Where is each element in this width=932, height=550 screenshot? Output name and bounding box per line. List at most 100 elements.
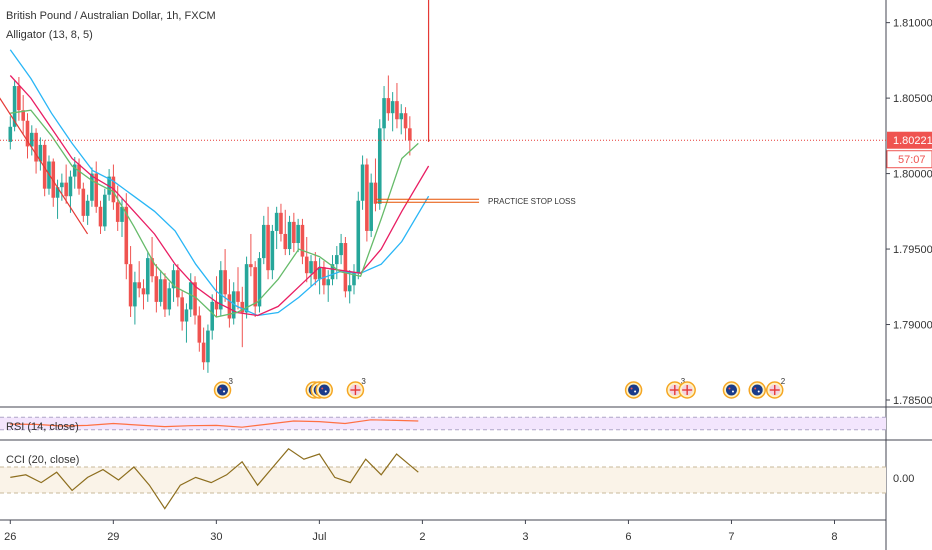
time-tick-label: 6 — [625, 531, 631, 543]
candle-body — [399, 113, 404, 120]
cci-tick-label: 0.00 — [893, 473, 914, 485]
candle-body — [150, 258, 154, 277]
trend-line — [0, 97, 89, 235]
candle-body — [133, 282, 137, 307]
candle-body — [390, 101, 395, 114]
candle-body — [197, 315, 202, 343]
candle-body — [167, 288, 172, 310]
australia-flag-icon — [722, 381, 741, 399]
candle-body — [322, 267, 326, 286]
candle-body — [283, 233, 288, 250]
candle-body — [317, 267, 322, 280]
candle-body — [408, 128, 412, 141]
price-tag-value: 1.80221 — [893, 135, 932, 147]
cci-pane — [0, 448, 886, 510]
candle-body — [90, 173, 94, 201]
candle-body — [326, 279, 331, 286]
rsi-pane — [0, 416, 886, 431]
candle-body — [115, 202, 120, 222]
candle-body — [60, 182, 64, 188]
candle-body — [12, 86, 17, 127]
candle-body — [184, 309, 189, 322]
price-tick-label: 1.79500 — [893, 244, 932, 256]
price-tick-label: 1.80000 — [893, 169, 932, 181]
candle-body — [171, 270, 176, 289]
candle-body — [145, 258, 150, 295]
price-tick-label: 1.80500 — [893, 93, 932, 105]
candle-body — [244, 264, 249, 313]
australia-flag-icon — [624, 381, 643, 399]
candle-body — [309, 261, 313, 274]
candle-body — [231, 291, 236, 319]
price-axis[interactable]: 1.81000 1.80500 1.80000 1.79500 1.79000 1.785… — [886, 18, 932, 407]
practice-stop-loss-label: PRACTICE STOP LOSS — [488, 197, 576, 206]
price-tick-label: 1.78500 — [893, 395, 932, 407]
candle-body — [274, 212, 279, 231]
indicator-legend: Alligator (13, 8, 5) — [6, 29, 93, 41]
candle-body — [158, 279, 163, 302]
candle-body — [120, 206, 124, 222]
time-tick-label: 26 — [4, 531, 16, 543]
candle-body — [377, 128, 382, 204]
candle-body — [227, 294, 232, 319]
events-layer: 3 3 3 2 — [213, 377, 786, 399]
candle-body — [296, 224, 300, 244]
candle-body — [253, 267, 257, 307]
candle-body — [339, 243, 343, 256]
candle-body — [188, 282, 193, 310]
annotations-layer — [0, 0, 886, 235]
candle-body — [77, 164, 81, 189]
cci-legend: CCI (20, close) — [6, 454, 79, 466]
alligator-teeth-line — [9, 75, 430, 317]
uk-flag-icon — [765, 381, 784, 399]
candle-body — [34, 132, 38, 162]
time-tick-label: Jul — [312, 531, 326, 543]
australia-flag-icon — [315, 381, 333, 399]
candle-body — [124, 206, 129, 265]
candle-body — [266, 224, 270, 271]
event-count: 2 — [781, 377, 786, 386]
candle-body — [365, 164, 369, 231]
rsi-legend: RSI (14, close) — [6, 421, 79, 433]
candle-body — [360, 164, 365, 201]
candle-body — [201, 342, 206, 363]
event-count: 3 — [229, 377, 234, 386]
candle-body — [223, 270, 227, 295]
cci-line — [10, 448, 419, 510]
candle-body — [356, 200, 361, 274]
candle-body — [369, 182, 373, 231]
time-axis[interactable]: 26 29 30 Jul 2 3 6 7 8 — [4, 520, 838, 543]
candle-body — [343, 243, 348, 292]
price-tag-countdown: 57:07 — [898, 154, 926, 166]
time-tick-label: 29 — [107, 531, 119, 543]
candle-body — [81, 188, 86, 216]
candle-body — [163, 279, 167, 310]
candle-body — [300, 224, 305, 257]
price-tick-label: 1.81000 — [893, 18, 932, 30]
candle-body — [72, 164, 77, 177]
candle-body — [98, 206, 103, 227]
candle-body — [25, 120, 30, 147]
rsi-line — [10, 419, 419, 428]
candle-body — [403, 113, 408, 129]
candle-body — [347, 285, 352, 292]
candle-body — [154, 276, 159, 302]
candle-body — [352, 273, 356, 286]
time-tick-label: 7 — [728, 531, 734, 543]
time-tick-label: 3 — [522, 531, 528, 543]
candle-body — [261, 224, 266, 259]
candle-body — [287, 221, 292, 250]
candle-body — [386, 98, 391, 114]
candle-body — [141, 288, 146, 295]
candle-body — [94, 173, 99, 207]
candle-body — [395, 101, 399, 120]
australia-flag-icon — [748, 381, 766, 399]
candle-body — [249, 264, 253, 268]
candles-layer — [8, 75, 412, 373]
candle-body — [29, 132, 34, 147]
time-tick-label: 2 — [419, 531, 425, 543]
candle-body — [51, 161, 56, 198]
alligator-lips-line — [10, 109, 419, 318]
candle-body — [8, 126, 13, 142]
